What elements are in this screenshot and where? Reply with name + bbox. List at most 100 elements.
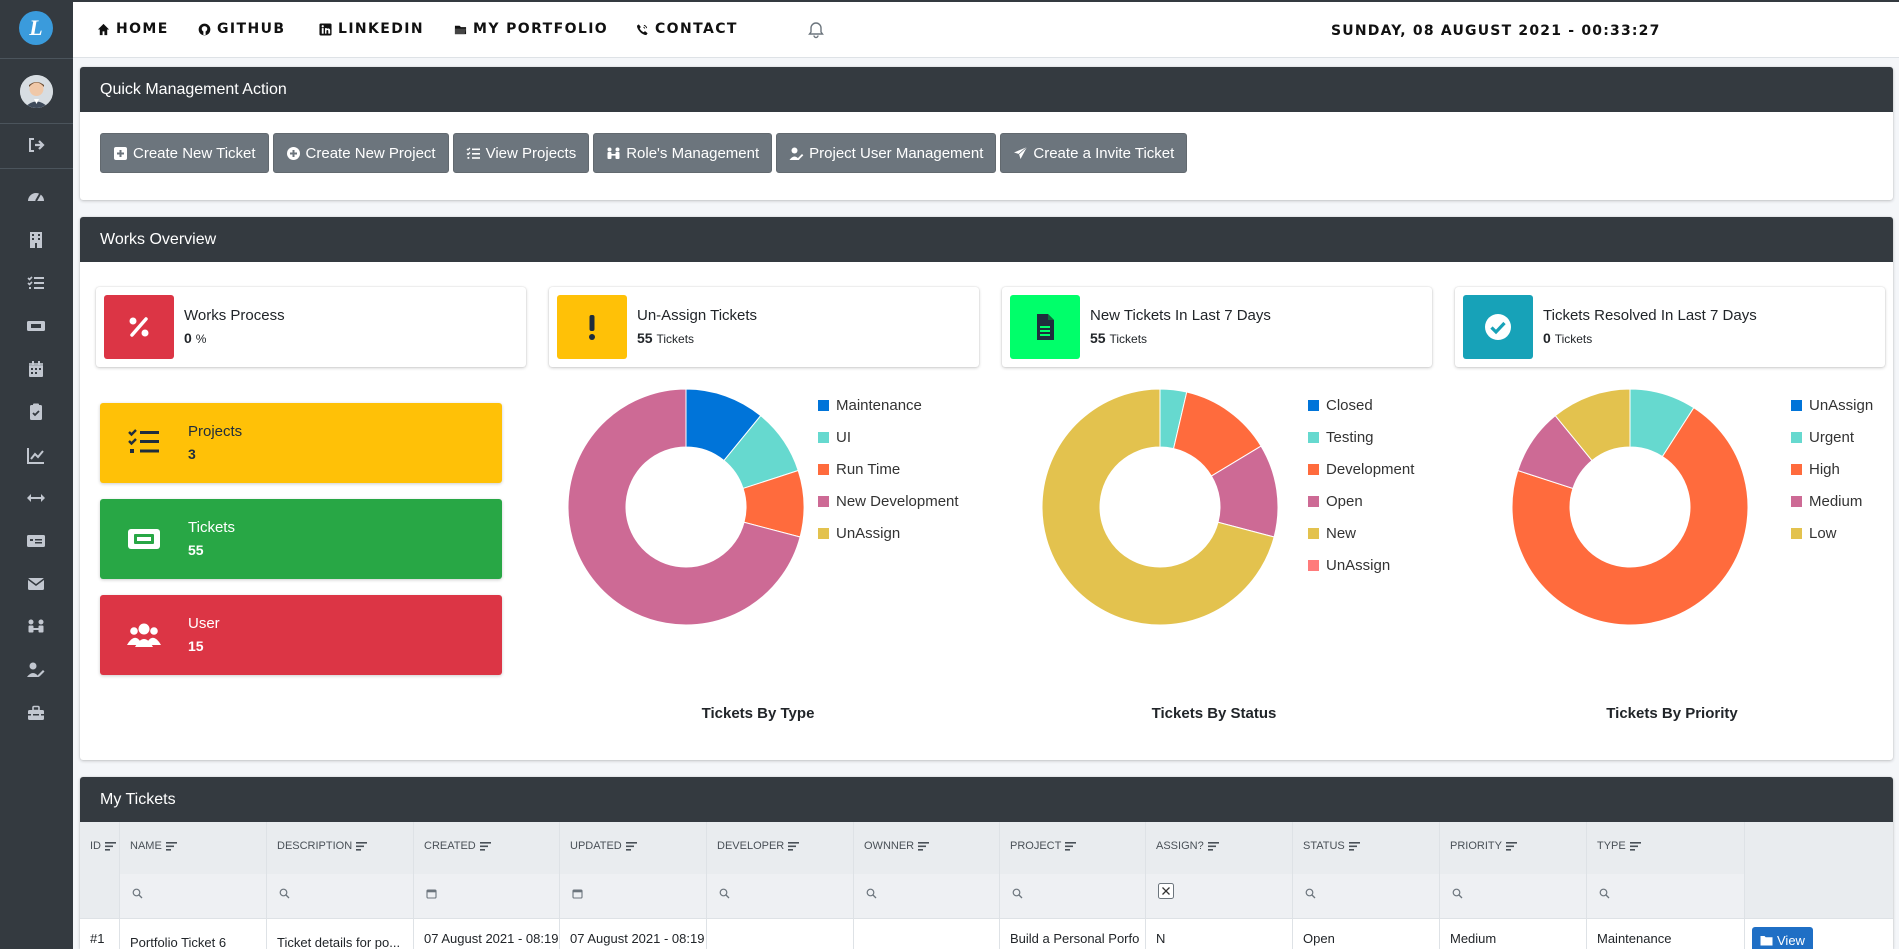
nav-home[interactable]: HOME [97, 21, 169, 37]
legend-label: New Development [836, 492, 959, 510]
tickets-box[interactable]: Tickets 55 [100, 499, 502, 579]
column-header-owner[interactable]: OWNNER [854, 822, 1000, 874]
legend-item[interactable]: UnAssign [818, 517, 959, 549]
filter-description[interactable] [267, 874, 414, 918]
column-header-developer[interactable]: DEVELOPER [707, 822, 854, 874]
project-user-management-button[interactable]: Project User Management [776, 133, 997, 173]
users-icon [124, 615, 164, 655]
ticket-icon[interactable] [24, 314, 48, 338]
arrows-icon[interactable] [24, 486, 48, 510]
filter-created[interactable] [414, 874, 560, 918]
dashboard-icon[interactable] [24, 185, 48, 209]
view-projects-button[interactable]: View Projects [452, 133, 590, 173]
quick-management-title: Quick Management Action [80, 67, 1893, 112]
nav-portfolio[interactable]: MY PORTFOLIO [454, 21, 608, 37]
filter-project[interactable] [1000, 874, 1146, 918]
tickets-by-priority-legend: UnAssign Urgent High Medium Low [1791, 389, 1873, 549]
legend-item[interactable]: Development [1308, 453, 1414, 485]
legend-item[interactable]: UnAssign [1308, 549, 1414, 581]
chart-icon[interactable] [24, 443, 48, 467]
sort-icon[interactable] [1348, 841, 1360, 851]
sort-icon[interactable] [165, 841, 177, 851]
column-header-project[interactable]: PROJECT [1000, 822, 1146, 874]
column-header-priority[interactable]: PRIORITY [1440, 822, 1587, 874]
github-icon [198, 23, 211, 35]
create-project-button[interactable]: Create New Project [272, 133, 449, 173]
bell-icon[interactable] [807, 21, 825, 39]
column-header-type[interactable]: TYPE [1587, 822, 1745, 874]
legend-item[interactable]: Medium [1791, 485, 1873, 517]
legend-item[interactable]: New [1308, 517, 1414, 549]
cell-updated: 07 August 2021 - 08:19 [560, 919, 707, 949]
column-header-id[interactable]: ID [80, 822, 120, 874]
legend-item[interactable]: UnAssign [1791, 389, 1873, 421]
sort-icon[interactable] [918, 841, 930, 851]
legend-item[interactable]: Open [1308, 485, 1414, 517]
filter-updated[interactable] [560, 874, 707, 918]
sort-icon[interactable] [105, 841, 116, 851]
legend-item[interactable]: New Development [818, 485, 959, 517]
calendar-icon[interactable] [24, 357, 48, 381]
column-header-status[interactable]: STATUS [1293, 822, 1440, 874]
pie-slice-high[interactable] [1511, 407, 1749, 626]
filter-status[interactable] [1293, 874, 1440, 918]
tasks-icon[interactable] [24, 271, 48, 295]
sort-icon[interactable] [625, 841, 637, 851]
pie-slice-new-development[interactable] [567, 388, 801, 626]
filter-priority[interactable] [1440, 874, 1587, 918]
filter-owner[interactable] [854, 874, 1000, 918]
chart-title-status: Tickets By Status [1151, 705, 1277, 722]
filter-name[interactable] [120, 874, 267, 918]
sort-icon[interactable] [356, 841, 368, 851]
column-header-updated[interactable]: UPDATED [560, 822, 707, 874]
projects-box[interactable]: Projects 3 [100, 403, 502, 483]
nav-github[interactable]: GITHUB [198, 21, 285, 37]
create-ticket-button[interactable]: Create New Ticket [100, 133, 269, 173]
nav-linkedin[interactable]: LINKEDIN [319, 21, 424, 37]
legend-item[interactable]: Run Time [818, 453, 959, 485]
toolbox-icon[interactable] [24, 701, 48, 725]
column-header-description[interactable]: DESCRIPTION [267, 822, 414, 874]
view-ticket-button[interactable]: View [1752, 927, 1813, 949]
legend-swatch [818, 431, 829, 443]
nav-contact[interactable]: CONTACT [636, 21, 738, 37]
sort-icon[interactable] [1207, 841, 1219, 851]
sort-icon[interactable] [788, 841, 800, 851]
column-header-name[interactable]: NAME [120, 822, 267, 874]
logout-icon[interactable] [24, 133, 48, 157]
mail-icon[interactable] [24, 572, 48, 596]
building-icon[interactable] [24, 228, 48, 252]
legend-item[interactable]: Maintenance [818, 389, 959, 421]
legend-item[interactable]: Closed [1308, 389, 1414, 421]
money-icon[interactable] [24, 529, 48, 553]
legend-item[interactable]: High [1791, 453, 1873, 485]
column-header-assign[interactable]: ASSIGN? [1146, 822, 1293, 874]
legend-item[interactable]: UI [818, 421, 959, 453]
filter-assign[interactable] [1146, 874, 1293, 918]
create-invite-ticket-button[interactable]: Create a Invite Ticket [1000, 133, 1188, 173]
user-box[interactable]: User 15 [100, 595, 502, 675]
sort-icon[interactable] [1629, 841, 1641, 851]
clipboard-icon[interactable] [24, 400, 48, 424]
sort-icon[interactable] [479, 841, 491, 851]
column-header-created[interactable]: CREATED [414, 822, 560, 874]
sort-icon[interactable] [1505, 841, 1517, 851]
legend-item[interactable]: Testing [1308, 421, 1414, 453]
avatar[interactable] [20, 75, 53, 108]
legend-item[interactable]: Urgent [1791, 421, 1873, 453]
users-icon[interactable] [24, 615, 48, 639]
user-edit-icon[interactable] [24, 658, 48, 682]
roles-management-button[interactable]: Role's Management [593, 133, 773, 173]
legend-label: Open [1326, 492, 1363, 510]
filter-actions [1745, 874, 1893, 918]
pie-slice-low[interactable] [1554, 388, 1631, 462]
legend-swatch [1791, 431, 1802, 443]
sidebar-divider [0, 58, 73, 59]
ticket-icon [124, 519, 164, 559]
legend-item[interactable]: Low [1791, 517, 1873, 549]
pie-slice-new[interactable] [1041, 388, 1275, 626]
sort-icon[interactable] [1065, 841, 1077, 851]
filter-developer[interactable] [707, 874, 854, 918]
app-logo[interactable]: L [19, 11, 53, 45]
filter-type[interactable] [1587, 874, 1745, 918]
